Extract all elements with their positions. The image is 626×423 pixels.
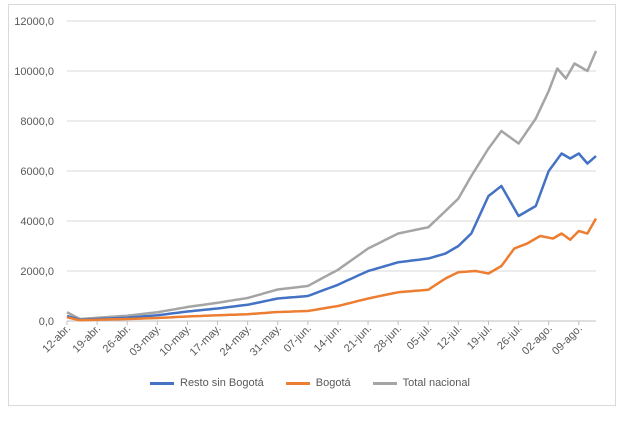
y-tick-label: 10000,0 [14,66,54,78]
legend-label-bogota: Bogotá [315,377,351,389]
legend-swatch-total [372,381,397,385]
legend-item-total: Total nacional [372,377,470,389]
x-tick-label: 12-jul. [435,323,465,353]
x-tick-label: 17-may. [188,323,224,359]
legend: Resto sin Bogotá Bogotá Total nacional [150,377,470,389]
series-line-2 [66,50,598,321]
y-tick-label: 2000,0 [20,266,54,278]
x-tick-label: 10-may. [158,323,194,359]
legend-swatch-resto [150,381,174,385]
x-tick-label: 24-may. [218,323,254,359]
y-tick-label: 6000,0 [20,166,54,178]
x-tick-label: 14-jun. [312,323,344,355]
x-tick-label: 07-jun. [282,323,314,355]
x-tick-label: 02-ago. [520,323,555,358]
legend-swatch-bogota [285,381,310,385]
legend-label-resto: Resto sin Bogotá [180,377,264,389]
x-tick-label: 03-may. [127,323,163,359]
legend-label-total: Total nacional [402,377,470,389]
x-tick-label: 09-ago. [550,323,585,358]
y-tick-label: 8000,0 [20,116,54,128]
y-tick-label: 12000,0 [14,16,54,28]
x-tick-label: 19-abr. [71,323,104,356]
x-tick-label: 19-jul. [465,323,495,353]
legend-item-resto: Resto sin Bogotá [150,377,264,389]
y-tick-label: 4000,0 [20,216,54,228]
series-line-0 [66,152,597,322]
x-tick-label: 31-may. [248,323,284,359]
x-tick-label: 28-jun. [372,323,404,355]
legend-item-bogota: Bogotá [285,377,351,389]
x-tick-label: 21-jun. [342,323,374,355]
y-tick-label: 0,0 [39,316,54,328]
series-line-1 [66,217,598,322]
x-tick-label: 05-jul. [405,323,435,353]
